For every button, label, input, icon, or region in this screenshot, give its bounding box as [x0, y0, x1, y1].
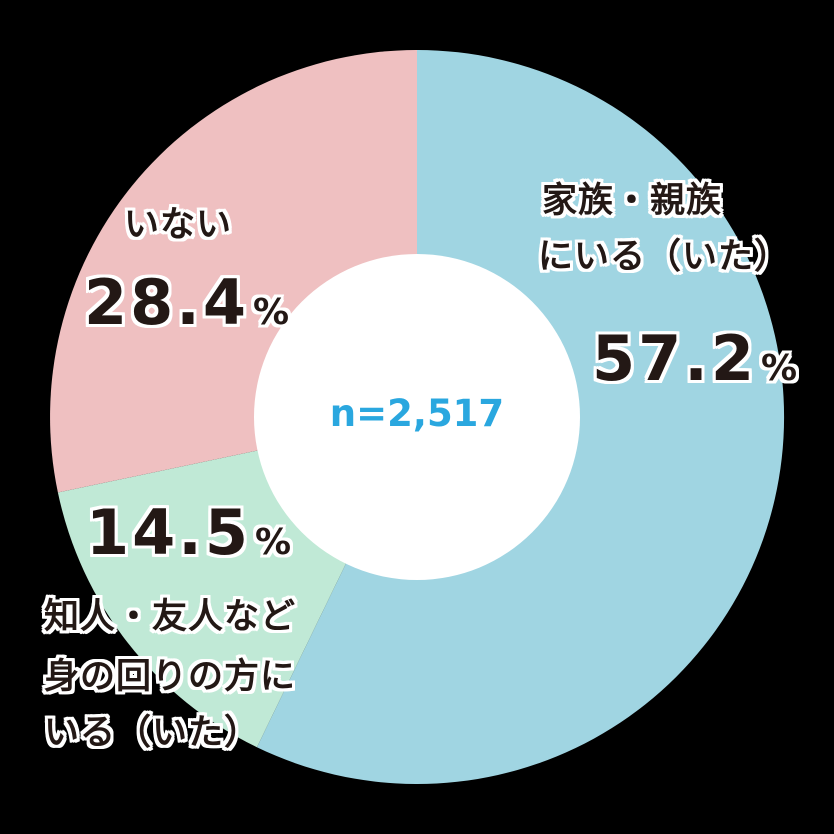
label-acquaintance-line3: いる（いた） — [44, 713, 261, 753]
value-acquaintance-unit: % — [254, 522, 292, 563]
label-acquaintance-line1: 知人・友人など — [44, 597, 297, 637]
label-family-line1: 家族・親族 — [542, 181, 723, 221]
value-none-number: 28.4 — [84, 266, 249, 339]
value-family-unit: % — [760, 348, 798, 389]
label-none-line1: いない — [124, 205, 233, 245]
value-none: 28.4% — [84, 266, 289, 340]
value-acquaintance-number: 14.5 — [86, 496, 251, 569]
label-acquaintance-line2: 身の回りの方に — [44, 657, 297, 697]
value-acquaintance: 14.5% — [86, 496, 291, 570]
value-family-number: 57.2 — [592, 322, 757, 395]
value-family: 57.2% — [592, 322, 797, 396]
donut-hole — [254, 254, 580, 580]
sample-size-label: n=2,517 — [329, 391, 505, 435]
value-none-unit: % — [252, 292, 290, 333]
label-family-line2: にいる（いた） — [538, 237, 791, 277]
